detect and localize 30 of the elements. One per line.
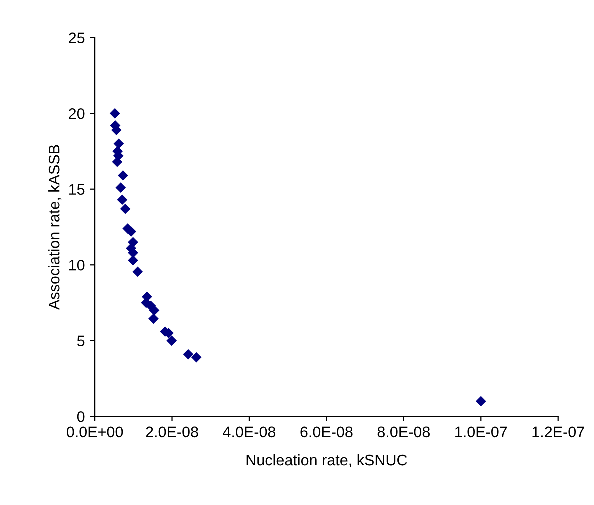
y-tick-label: 15 bbox=[69, 184, 85, 196]
x-tick-label: 8.0E-08 bbox=[378, 426, 430, 438]
point bbox=[476, 396, 486, 407]
point bbox=[191, 352, 202, 363]
point bbox=[120, 204, 131, 214]
point bbox=[149, 305, 160, 316]
x-tick-label: 2.0E-08 bbox=[146, 426, 198, 438]
point bbox=[110, 108, 120, 119]
point bbox=[183, 349, 194, 360]
point bbox=[166, 336, 178, 346]
point bbox=[118, 170, 128, 181]
point bbox=[112, 156, 123, 168]
x-tick-label: 6.0E-08 bbox=[300, 426, 353, 438]
point bbox=[114, 138, 124, 150]
y-tick-label: 20 bbox=[69, 108, 85, 120]
y-tick-label: 10 bbox=[69, 260, 85, 271]
x-axis-title: Nucleation rate, kSNUC bbox=[246, 454, 408, 468]
x-tick-label: 1.2E-07 bbox=[532, 426, 584, 438]
x-tick-label: 1.0E-07 bbox=[456, 426, 508, 438]
point bbox=[117, 194, 128, 206]
point bbox=[128, 255, 138, 266]
point bbox=[148, 314, 159, 324]
point bbox=[116, 182, 126, 194]
x-tick-label: 0.0E+00 bbox=[66, 426, 124, 438]
x-tick-label: 4.0E-08 bbox=[223, 426, 276, 438]
y-tick-label: 0 bbox=[77, 411, 85, 422]
y-tick-label: 5 bbox=[77, 336, 85, 347]
point bbox=[132, 266, 144, 278]
y-tick-label: 25 bbox=[69, 32, 85, 44]
y-axis-title: Association rate, kASSB bbox=[48, 145, 62, 310]
